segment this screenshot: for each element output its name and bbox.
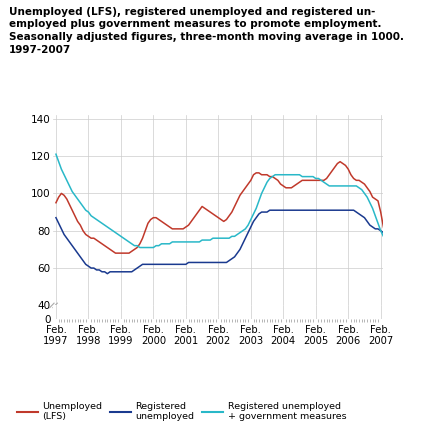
Text: Unemployed (LFS), registered unemployed and registered un-
employed plus governm: Unemployed (LFS), registered unemployed … xyxy=(9,7,403,55)
Legend: Unemployed
(LFS), Registered
unemployed, Registered unemployed
+ government meas: Unemployed (LFS), Registered unemployed,… xyxy=(13,398,350,425)
